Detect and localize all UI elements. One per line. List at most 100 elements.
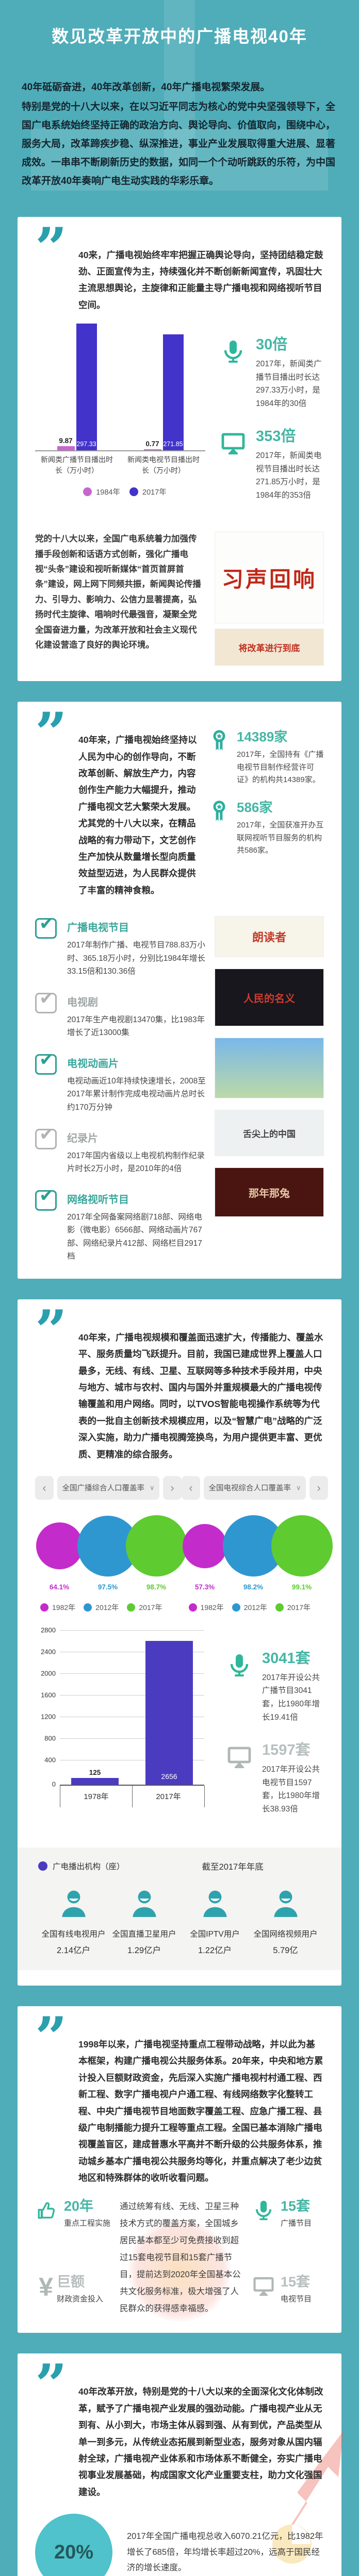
stat-desc: 2017年开设公共广播节目3041套，比1980年增长19.41倍 xyxy=(262,1673,320,1722)
paragraph-and-images-row: 党的十八大以来，全国广电系统着力加强传播手段创新和话语方式创新，强化广播电视“头… xyxy=(35,532,324,666)
tv-icon xyxy=(220,431,247,455)
tv-coverage-select[interactable]: 全国电视综合人口覆盖率 ∨ xyxy=(204,1476,306,1500)
tv-icon xyxy=(252,2275,275,2297)
user-label: 全国直播卫星用户 xyxy=(112,1930,176,1939)
user-icon xyxy=(58,1888,90,1920)
stat-body: 30倍 2017年，新闻类广播节目播出时长达297.33万小时，是1984年的3… xyxy=(256,336,324,410)
kpi-label: 财政资金投入 xyxy=(57,2295,104,2304)
bar-value-label: 271.85 xyxy=(163,440,183,448)
checklist-body: 电视动画片 电视动画近10年持续快速增长，2008至2017年累计制作完成电视动… xyxy=(67,1054,206,1114)
checklist-item-animation: ✔ 电视动画片 电视动画近10年持续快速增长，2008至2017年累计制作完成电… xyxy=(35,1050,206,1114)
radio-coverage-select[interactable]: 全国广播综合人口覆盖率 ∨ xyxy=(57,1476,159,1500)
category-label: 新闻类电视节目播出时长（万小时） xyxy=(127,455,200,475)
bubble-value: 98.7% xyxy=(146,1583,167,1591)
bubble-1982: 57.3% xyxy=(181,1513,229,1591)
bar-value-label: 297.33 xyxy=(76,440,96,448)
prev-arrow-button[interactable]: ‹ xyxy=(35,1476,54,1500)
checklist: ✔ 广播电视节目 2017年制作广播、电视节目788.83万小时、365.18万… xyxy=(35,904,206,1263)
checklist-item-online-av: ✔ 网络视听节目 2017年全网备案网络剧718部、网络电影（微电影）6566部… xyxy=(35,1186,206,1263)
tv-icon xyxy=(226,1744,253,1769)
broadcast-orgs-bar-chart: 2800 2400 2000 1600 1200 800 400 0 125 2… xyxy=(35,1626,210,1834)
users-strip: 广电播出机构（座） 截至2017年年底 全国有线电视用户 2.14亿户 全国直播… xyxy=(18,1848,341,1971)
card-news-guidance: ” 40来，广播电视始终牢牢把握正确舆论导向，坚持团结稳定鼓劲、正面宣传为主，持… xyxy=(18,216,341,682)
kpi-body: 巨额 财政资金投入 xyxy=(57,2274,103,2304)
intro-paragraph-1: 40年砥砺奋进，40年改革创新，40年广播电视繁荣发展。 xyxy=(22,82,270,93)
bar-chart-plot: 2800 2400 2000 1600 1200 800 400 0 125 2… xyxy=(41,1626,204,1788)
legend-dot xyxy=(40,1603,48,1612)
kpi-body: 15套 电视节目 xyxy=(281,2274,312,2304)
stat-desc: 2017年，新闻类广播节目播出时长达297.33万小时，是1984年的30倍 xyxy=(256,359,322,408)
kpi-tv-channels: 15套 电视节目 xyxy=(252,2274,324,2304)
next-arrow-button[interactable]: › xyxy=(309,1476,328,1500)
chevron-down-icon: ∨ xyxy=(149,1483,155,1492)
prev-arrow-button[interactable]: ‹ xyxy=(182,1476,200,1500)
legend-label: 1984年 xyxy=(96,488,120,497)
bar-value-label: 0.77 xyxy=(145,440,159,448)
stat-body: 353倍 2017年，新闻类电视节目播出时长达271.85万小时，是1984年的… xyxy=(256,428,324,502)
legend-dot xyxy=(275,1603,284,1612)
bubble-value: 97.5% xyxy=(97,1583,118,1591)
bar-2017-tv: 271.85 xyxy=(162,334,184,451)
stat-public-radio: 3041套 2017年开设公共广播节目3041套，比1980年增长19.41倍 xyxy=(226,1650,324,1724)
chevron-down-icon: ∨ xyxy=(296,1483,301,1492)
user-stats-row: 全国有线电视用户 2.14亿户 全国直播卫星用户 1.29亿户 全国IPTV用户… xyxy=(38,1888,321,1956)
percent-circle-teal: 20% xyxy=(35,2514,112,2576)
bubble-2012: 97.5% xyxy=(77,1513,138,1591)
user-stat-cable: 全国有线电视用户 2.14亿户 xyxy=(38,1888,109,1956)
checkbox-icon: ✔ xyxy=(35,989,57,1013)
background-building-silhouette xyxy=(31,129,328,191)
x-axis-line xyxy=(60,1784,204,1786)
xisheng-huixiang-image: 习声回响 xyxy=(215,532,324,624)
stat-value: 353倍 xyxy=(256,428,296,445)
user-value: 1.22亿户 xyxy=(198,1946,232,1956)
badge-stat-licenses: 14389家 2017年，全国持有《广播电视节目制作经营许可证》的机构共1438… xyxy=(208,730,324,787)
radio-coverage-bubbles: 64.1% 97.5% 98.7% xyxy=(35,1513,187,1591)
kpi-label: 重点工程实施 xyxy=(64,2219,111,2228)
quote-row: ” 40年来，广播电视始终坚持以人民为中心的创作导向，不断改革创新、解放生产力，… xyxy=(35,701,201,899)
reform-poster-image: 将改革进行到底 xyxy=(215,629,324,666)
check-glyph: ✔ xyxy=(39,988,54,1008)
org-chart-and-stats: 2800 2400 2000 1600 1200 800 400 0 125 2… xyxy=(35,1626,324,1834)
shejian-china-image: 舌尖上的中国 xyxy=(215,1110,324,1157)
kpi-value: 15套 xyxy=(281,2198,311,2214)
quote-icon: ” xyxy=(35,701,68,766)
badge-desc: 2017年，全国持有《广播电视节目制作经营许可证》的机构共14389家。 xyxy=(237,750,324,785)
kpi-label: 广播节目 xyxy=(281,2219,312,2228)
quote-icon: ” xyxy=(35,2005,68,2071)
coverage-selectors: ‹ 全国广播综合人口覆盖率 ∨ › ‹ 全国电视综合人口覆盖率 ∨ › xyxy=(35,1476,328,1500)
stat-value: 30倍 xyxy=(256,336,288,353)
bar-value-label: 2656 xyxy=(161,1772,177,1781)
checklist-title: 纪录片 xyxy=(67,1132,98,1144)
quote-row: ” 40来，广播电视始终牢牢把握正确舆论导向，坚持团结稳定鼓劲、正面宣传为主，持… xyxy=(35,221,324,314)
legend-dot xyxy=(127,1603,136,1612)
user-label: 全国有线电视用户 xyxy=(41,1930,106,1939)
stat-desc: 2017年开设公共电视节目1597套，比1980年增长38.93倍 xyxy=(262,1765,320,1814)
badge-value: 14389家 xyxy=(237,729,288,745)
tv-coverage-bubbles: 57.3% 98.2% 99.1% xyxy=(181,1513,333,1591)
microphone-icon xyxy=(220,339,247,364)
thumbs-up-icon xyxy=(35,2199,59,2221)
category-label: 新闻类广播节目播出时长（万小时） xyxy=(41,455,113,475)
checkbox-icon: ✔ xyxy=(35,1050,57,1075)
body-paragraph: 党的十八大以来，全国广电系统着力加强传播手段创新和话语方式创新，强化广播电视“头… xyxy=(35,534,201,650)
checkbox-icon: ✔ xyxy=(35,1125,57,1149)
kpi-value: 20年 xyxy=(64,2198,94,2214)
legend-dot-2017 xyxy=(129,487,138,497)
bubble-legends: 1982年 2012年 2017年 1982年 2012年 2017年 xyxy=(35,1591,324,1613)
kpi-funding: ¥ 巨额 财政资金投入 xyxy=(35,2274,112,2304)
kpi-body: 15套 广播节目 xyxy=(281,2198,312,2228)
next-arrow-button[interactable]: › xyxy=(163,1476,182,1500)
bar-legend-label: 广电播出机构（座） xyxy=(53,1862,125,1872)
legend-label: 1982年 xyxy=(52,1603,76,1612)
revenue-growth-item: 20% 2017年全国广播电视总收入6070.21亿元，比1982年增长了685… xyxy=(35,2514,324,2576)
bubble-value: 57.3% xyxy=(194,1583,215,1591)
strip-header: 广电播出机构（座） 截至2017年年底 xyxy=(38,1860,321,1872)
renmin-de-mingyi-image: 人民的名义 xyxy=(215,969,324,1027)
card-industry-growth: ” 40年改革开放，特别是党的十八大以来的全面深化文化体制改革，赋予了广播电视产… xyxy=(18,2353,344,2576)
bubble-2012: 98.2% xyxy=(222,1513,284,1591)
kpi-middle-text: 通过统筹有线、无线、卫星三种技术方式的覆盖方案，全国城乡居民基本都至少可免费接收… xyxy=(112,2198,252,2323)
checklist-desc: 2017年生产电视剧13470集，比1983年增长了近13000集 xyxy=(67,1015,205,1038)
legend-dot-1984 xyxy=(83,487,92,497)
bar-value-label: 9.87 xyxy=(59,436,73,445)
